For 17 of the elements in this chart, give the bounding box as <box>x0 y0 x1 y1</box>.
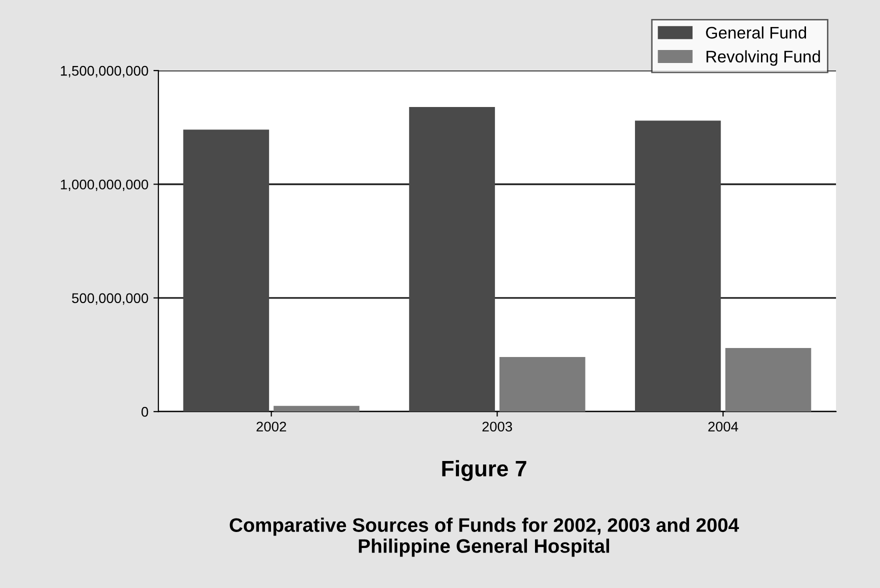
y-tick-label: 500,000,000 <box>72 293 148 305</box>
y-tick-label: 1,000,000,000 <box>60 180 148 192</box>
bar <box>634 120 721 412</box>
bar <box>725 348 812 412</box>
x-tick-label: 2003 <box>482 422 512 432</box>
legend-label: Revolving Fund <box>706 50 820 66</box>
text: Comparative Sources of Funds for 2002, 2003 and 2004 Philippine General Hospital <box>230 518 739 557</box>
bar <box>274 406 360 412</box>
bar <box>409 106 495 412</box>
legend-label: General Fund <box>706 26 806 39</box>
text: Figure 7 <box>442 460 526 481</box>
y-tick-label: 1,500,000,000 <box>60 66 148 78</box>
x-tick-label: 2002 <box>256 422 286 432</box>
x-tick-label: 2004 <box>708 422 738 432</box>
y-tick-label: 0 <box>141 406 148 417</box>
bar <box>499 357 586 412</box>
bar <box>183 130 270 412</box>
